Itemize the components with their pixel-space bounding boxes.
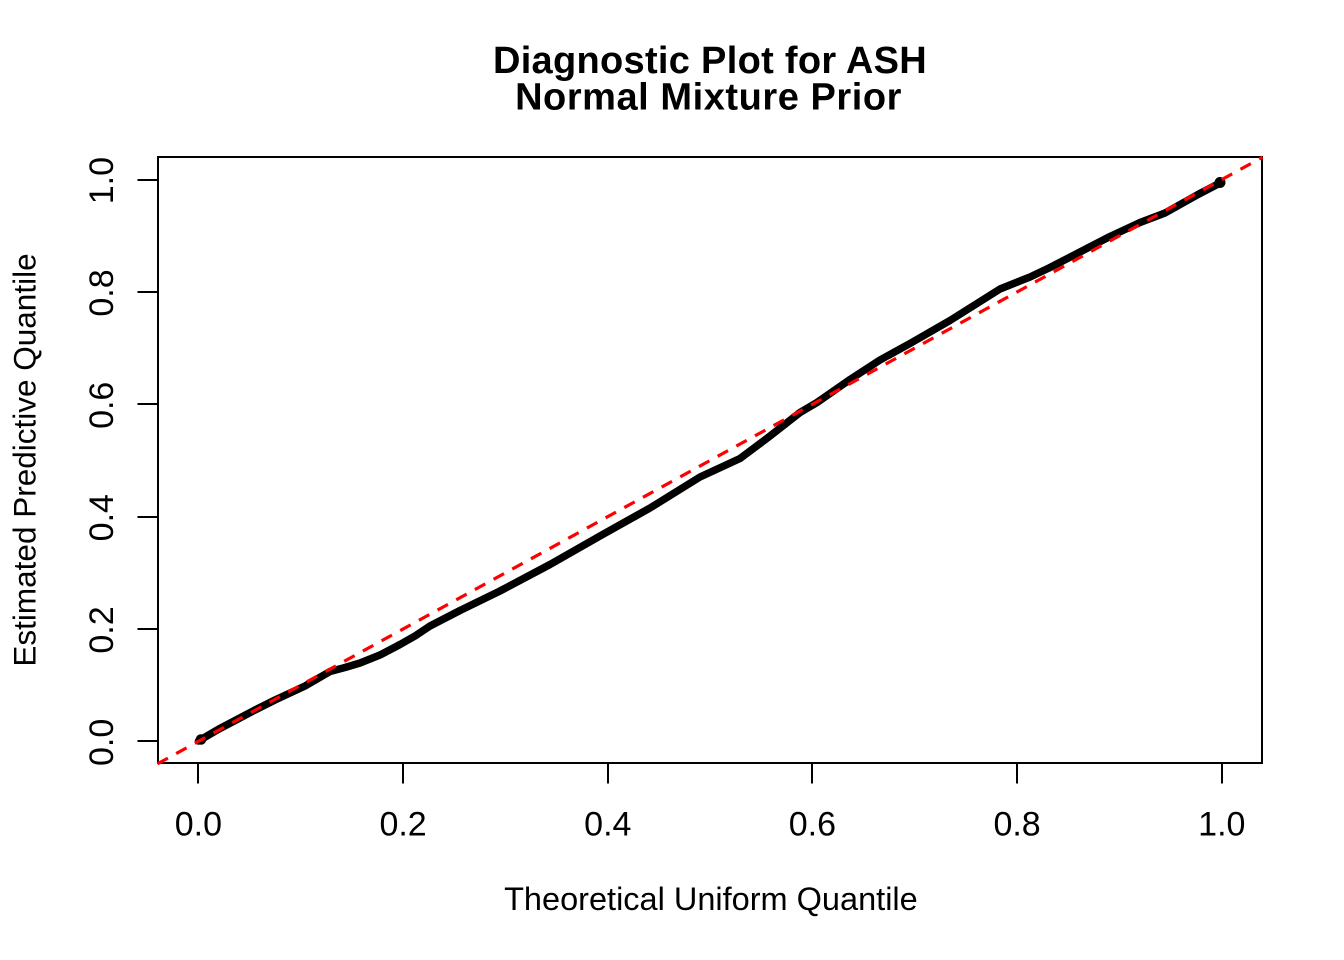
svg-text:0.6: 0.6 xyxy=(83,382,121,429)
svg-text:0.8: 0.8 xyxy=(993,806,1040,844)
svg-text:0.2: 0.2 xyxy=(83,606,121,653)
svg-text:0.4: 0.4 xyxy=(584,806,631,844)
svg-text:Theoretical Uniform Quantile: Theoretical Uniform Quantile xyxy=(504,881,918,917)
svg-text:Estimated Predictive Quantile: Estimated Predictive Quantile xyxy=(7,253,43,666)
svg-text:0.6: 0.6 xyxy=(789,806,836,844)
svg-text:Diagnostic Plot for ASH: Diagnostic Plot for ASH xyxy=(493,40,927,82)
svg-text:0.8: 0.8 xyxy=(83,269,121,316)
svg-text:0.0: 0.0 xyxy=(83,719,121,766)
svg-text:0.4: 0.4 xyxy=(83,494,121,541)
svg-text:0.2: 0.2 xyxy=(379,806,426,844)
svg-text:1.0: 1.0 xyxy=(83,157,121,204)
svg-text:1.0: 1.0 xyxy=(1198,806,1245,844)
svg-text:0.0: 0.0 xyxy=(175,806,222,844)
svg-text:Normal Mixture Prior: Normal Mixture Prior xyxy=(515,77,902,119)
